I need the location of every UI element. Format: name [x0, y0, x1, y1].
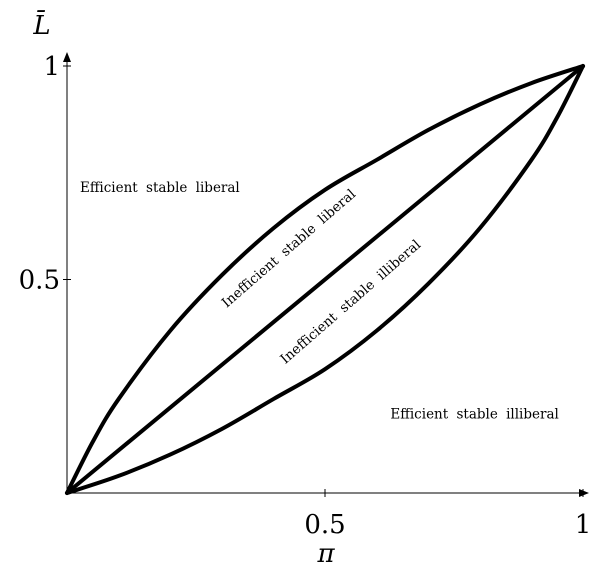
y-axis-label: L̄: [32, 9, 50, 41]
lower-curve: [65, 64, 585, 495]
y-tick-label: 1: [43, 52, 60, 82]
x-tick-label: 1: [575, 510, 592, 540]
x-tick-label: 0.5: [304, 510, 345, 540]
upper-curve: [65, 64, 585, 495]
region-label: Inefficient stable liberal: [219, 186, 359, 311]
diagonal-line: [65, 64, 585, 495]
region-label: Efficient stable liberal: [80, 180, 240, 196]
x-axis-label: π: [316, 539, 335, 569]
series-layer: [65, 64, 585, 495]
y-tick-label: 0.5: [19, 266, 60, 296]
y-ticks: 0.51: [19, 52, 71, 296]
x-ticks: 0.5 1: [304, 489, 591, 540]
region-label: Efficient stable illiberal: [390, 406, 558, 422]
